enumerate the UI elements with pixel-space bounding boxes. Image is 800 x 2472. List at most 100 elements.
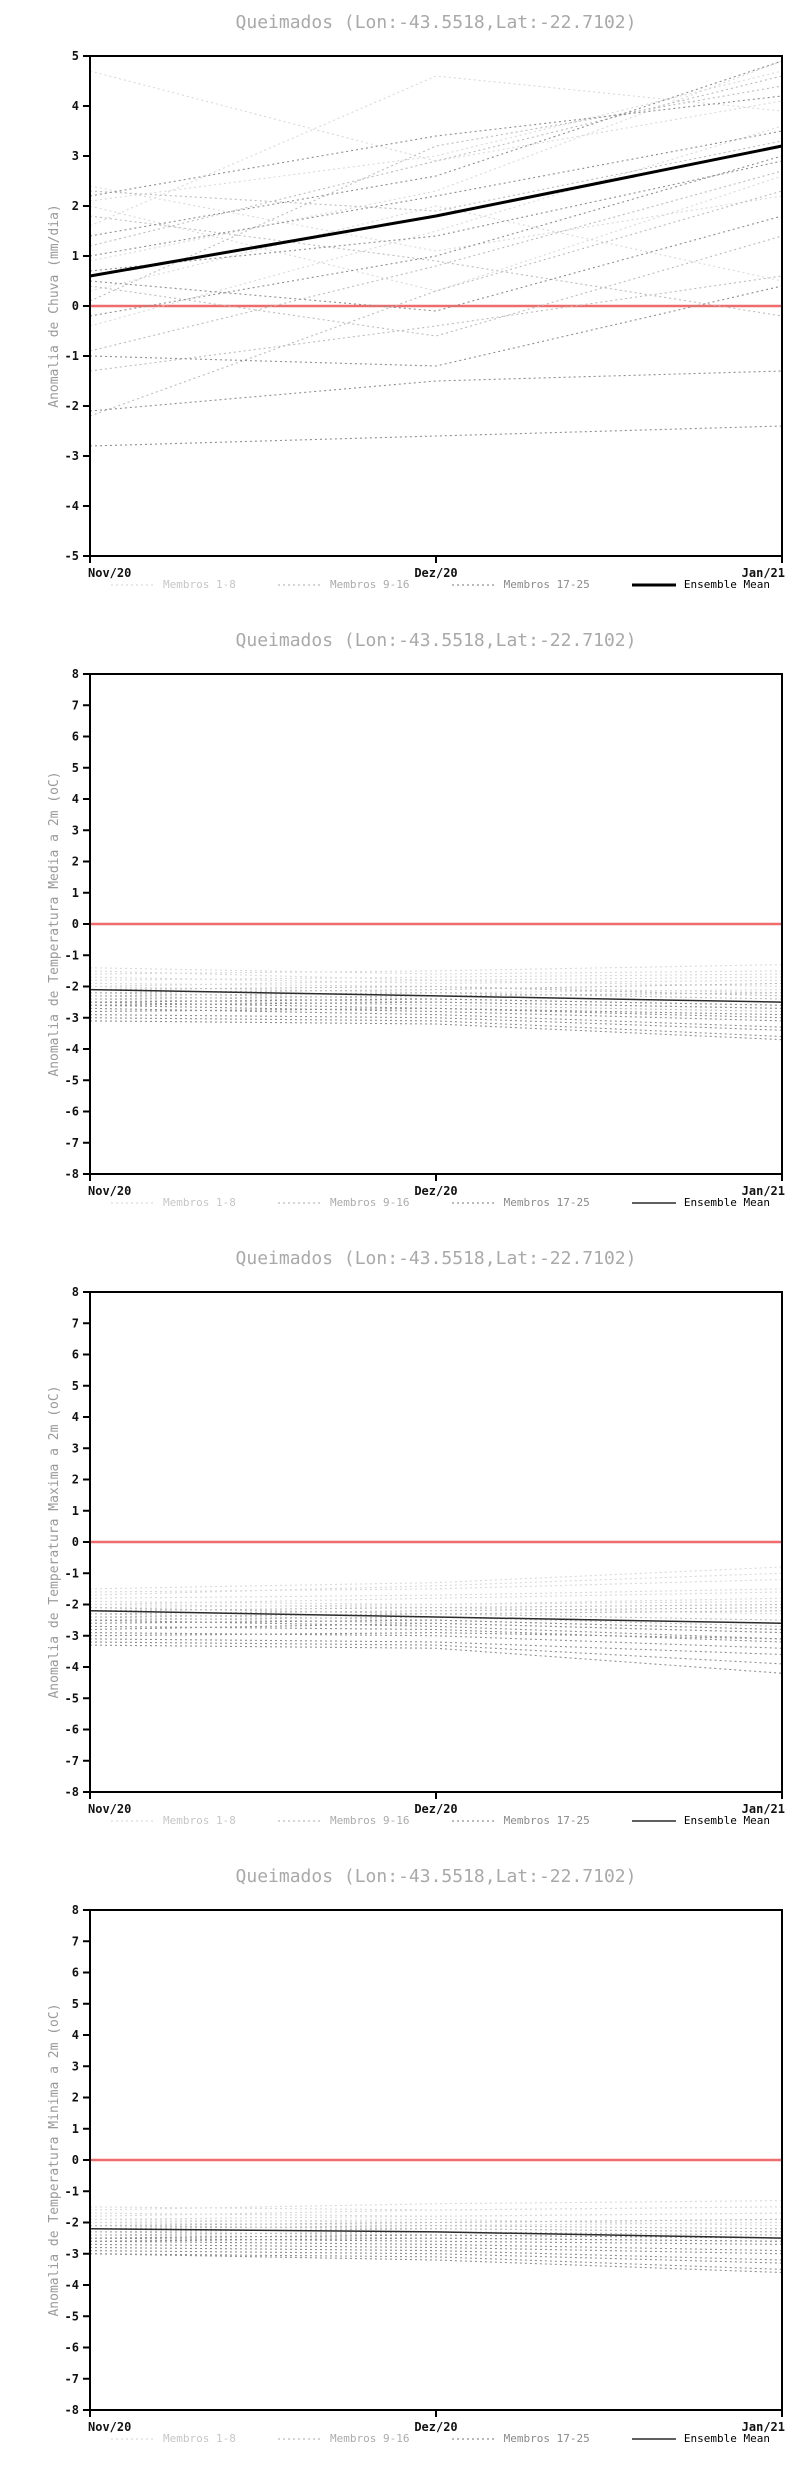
legend-line-swatch	[278, 1201, 323, 1204]
member-line	[89, 1622, 783, 1634]
member-line	[89, 205, 783, 292]
y-tick-label: 1	[72, 249, 79, 263]
y-tick-label: -2	[65, 980, 79, 994]
y-tick-label: 2	[72, 855, 79, 869]
legend-label: Ensemble Mean	[683, 578, 770, 591]
member-line	[89, 160, 783, 272]
legend-item: Membros 1-8	[110, 1196, 236, 1209]
y-tick-label: 0	[72, 1535, 79, 1549]
member-line	[89, 1616, 783, 1634]
legend: Membros 1-8 Membros 9-16 Membros 17-25 Ense…	[110, 1814, 770, 1827]
legend-label: Ensemble Mean	[683, 1814, 770, 1827]
member-line	[89, 964, 783, 975]
chart-title: Queimados (Lon:-43.5518,Lat:-22.7102)	[235, 1866, 637, 1887]
member-line	[89, 215, 783, 312]
y-tick-label: -7	[65, 1136, 79, 1150]
y-tick-label: -3	[65, 449, 79, 463]
member-line	[89, 1001, 783, 1009]
y-tick-label: -1	[65, 1566, 79, 1580]
x-tick-label: Dez/20	[414, 1184, 457, 1198]
member-line	[89, 973, 783, 981]
member-line	[89, 140, 783, 212]
member-line	[89, 1597, 783, 1606]
legend-item: Ensemble Mean	[631, 1196, 770, 1209]
legend-item: Membros 9-16	[277, 1196, 410, 1209]
y-tick-label: -4	[65, 1042, 79, 1056]
member-line	[89, 1572, 783, 1596]
legend-label: Membros 17-25	[503, 1814, 590, 1827]
y-tick-label: 8	[72, 1285, 79, 1299]
member-line	[89, 2250, 783, 2264]
member-line	[89, 1619, 783, 1631]
y-tick-label: -1	[65, 349, 79, 363]
legend-item: Membros 17-25	[451, 578, 590, 591]
y-tick-label: -2	[65, 2216, 79, 2230]
member-line	[89, 985, 783, 997]
member-line	[89, 1632, 783, 1640]
y-tick-label: -2	[65, 399, 79, 413]
legend-line-swatch	[278, 1819, 323, 1822]
member-line	[89, 998, 783, 1006]
legend-label: Membros 9-16	[330, 1196, 410, 1209]
x-tick-label: Dez/20	[414, 566, 457, 580]
member-line	[89, 125, 783, 327]
legend-line-swatch	[451, 1819, 496, 1822]
member-line	[89, 2234, 783, 2239]
chart-title: Queimados (Lon:-43.5518,Lat:-22.7102)	[235, 12, 637, 33]
member-line	[89, 2237, 783, 2242]
member-line	[89, 1017, 783, 1038]
legend-label: Membros 1-8	[163, 1196, 236, 1209]
member-line	[89, 1641, 783, 1665]
y-tick-label: -5	[65, 549, 79, 563]
member-line	[89, 285, 783, 367]
member-line	[89, 235, 783, 337]
member-line	[89, 190, 783, 417]
legend-label: Membros 1-8	[163, 578, 236, 591]
legend-line-swatch	[631, 1819, 676, 1822]
member-line	[89, 2253, 783, 2270]
chart-panel-temp-maxima: Queimados (Lon:-43.5518,Lat:-22.7102) 8 7…	[0, 1236, 800, 1854]
ensemble-mean-line	[89, 988, 783, 1003]
y-tick-label: -2	[65, 1598, 79, 1612]
member-line	[89, 2228, 783, 2233]
y-tick-label: 6	[72, 1966, 79, 1980]
ensemble-mean-line	[89, 2228, 783, 2239]
legend-line-swatch	[451, 583, 496, 586]
y-tick-label: 7	[72, 1934, 79, 1948]
y-axis-label: Anomalia de Chuva (mm/dia)	[47, 204, 62, 408]
plot-area: 8 7 6 5 4 3 2 1 0 -1 -2 -3 -4 -5 -6 -7 -8 Nov/20 Dez/20 Jan…	[47, 1285, 785, 1816]
member-line	[89, 1014, 783, 1031]
legend-label: Ensemble Mean	[683, 2432, 770, 2445]
y-tick-label: -7	[65, 2372, 79, 2386]
x-tick-label: Jan/21	[742, 1802, 785, 1816]
x-tick-label: Nov/20	[88, 2420, 131, 2434]
legend-label: Membros 17-25	[503, 2432, 590, 2445]
chart-panel-precipitation: Queimados (Lon:-43.5518,Lat:-22.7102) 5 4…	[0, 0, 800, 618]
y-axis-label: Anomalia de Temperatura Minima a 2m (oC)	[47, 2003, 62, 2316]
member-line	[89, 425, 783, 447]
legend-label: Membros 1-8	[163, 2432, 236, 2445]
member-line	[89, 85, 783, 302]
y-tick-label: 1	[72, 886, 79, 900]
member-line	[89, 2246, 783, 2261]
legend-line-swatch	[111, 1201, 155, 1204]
legend-item: Membros 17-25	[451, 1814, 590, 1827]
y-tick-label: 5	[72, 1997, 79, 2011]
x-tick-label: Nov/20	[88, 1184, 131, 1198]
legend: Membros 1-8 Membros 9-16 Membros 17-25 Ense…	[110, 2432, 770, 2445]
member-line	[89, 967, 783, 975]
legend-item: Membros 1-8	[110, 1814, 236, 1827]
y-tick-label: 3	[72, 1441, 79, 1455]
x-tick-label: Dez/20	[414, 2420, 457, 2434]
y-tick-label: 5	[72, 1379, 79, 1393]
y-tick-label: 7	[72, 698, 79, 712]
member-line	[89, 60, 783, 237]
y-tick-label: -1	[65, 948, 79, 962]
y-tick-label: -7	[65, 1754, 79, 1768]
member-line	[89, 185, 783, 252]
y-tick-label: 2	[72, 199, 79, 213]
legend-item: Membros 17-25	[451, 1196, 590, 1209]
x-tick-label: Jan/21	[742, 1184, 785, 1198]
legend-line-swatch	[111, 1819, 155, 1822]
member-line	[89, 2240, 783, 2252]
